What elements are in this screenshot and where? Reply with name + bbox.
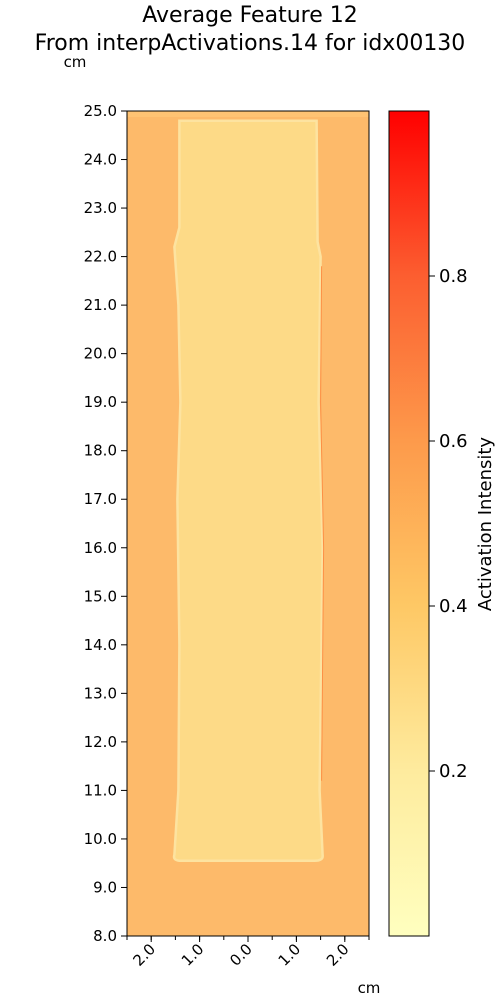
x-tick-label: 2.0 xyxy=(129,940,159,970)
colorbar-tick-label: 0.2 xyxy=(439,761,468,782)
x-tick-label: 2.0 xyxy=(323,940,353,970)
x-axis: 2.0 1.0 0.0 1.0 2.0 xyxy=(126,936,370,970)
y-tick-label: 25.0 xyxy=(84,102,117,120)
colorbar-label: Activation Intensity xyxy=(475,437,496,612)
heatmap-center-band xyxy=(172,119,324,863)
colorbar-gradient xyxy=(388,110,430,937)
y-tick-label: 24.0 xyxy=(84,151,117,169)
y-tick-label: 19.0 xyxy=(84,393,117,411)
y-tick-label: 10.0 xyxy=(84,830,117,848)
y-tick-label: 9.0 xyxy=(93,878,117,896)
y-tick-label: 13.0 xyxy=(84,684,117,702)
heatmap xyxy=(127,111,369,936)
heatmap-top-strip xyxy=(127,111,369,117)
colorbar-tick-label: 0.6 xyxy=(439,431,468,452)
y-tick-label: 17.0 xyxy=(84,490,117,508)
y-tick-label: 22.0 xyxy=(84,248,117,266)
y-tick-label: 15.0 xyxy=(84,587,117,605)
y-tick-label: 11.0 xyxy=(84,781,117,799)
y-tick-label: 23.0 xyxy=(84,199,117,217)
x-tick-label: 1.0 xyxy=(275,940,305,970)
y-axis-unit: cm xyxy=(64,53,87,71)
x-axis-unit: cm xyxy=(358,979,381,997)
y-tick-label: 12.0 xyxy=(84,733,117,751)
y-tick-label: 8.0 xyxy=(93,927,117,945)
colorbar: 0.2 0.4 0.6 0.8 Activation Intensity xyxy=(388,110,496,937)
y-tick-label: 18.0 xyxy=(84,442,117,460)
x-tick-label: 0.0 xyxy=(226,940,256,970)
colorbar-tick-label: 0.8 xyxy=(439,266,468,287)
y-tick-label: 20.0 xyxy=(84,345,117,363)
y-tick-label: 16.0 xyxy=(84,539,117,557)
y-tick-label: 21.0 xyxy=(84,296,117,314)
x-tick-label: 1.0 xyxy=(178,940,208,970)
chart-title-line2: From interpActivations.14 for idx00130 xyxy=(35,31,466,56)
y-axis: 8.0 9.0 10.0 11.0 12.0 13.0 14.0 15.0 16.0 17.0 18… xyxy=(84,102,127,945)
colorbar-ticks: 0.2 0.4 0.6 0.8 xyxy=(429,266,468,782)
heatmap-edge-highlight xyxy=(320,266,325,781)
colorbar-tick-label: 0.4 xyxy=(439,596,468,617)
y-tick-label: 14.0 xyxy=(84,636,117,654)
chart-title-line1: Average Feature 12 xyxy=(142,3,357,28)
